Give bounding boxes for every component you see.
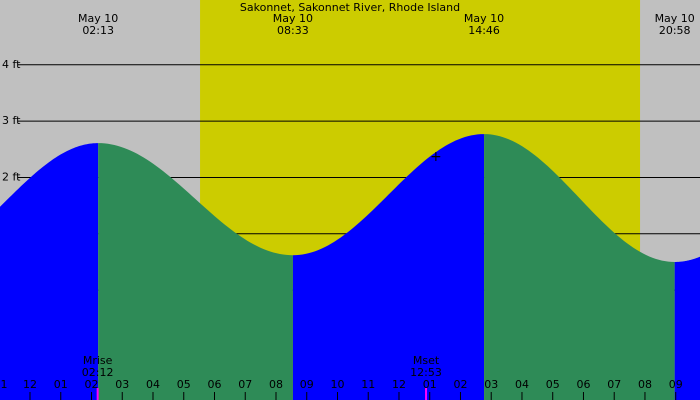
x-tick-label: 08 (269, 378, 283, 391)
y-tick-label: 3 ft (2, 114, 21, 127)
rising-tide (674, 256, 700, 400)
x-tick-label: 12 (392, 378, 406, 391)
y-tick-label: 2 ft (2, 170, 21, 183)
current-marker: + (430, 149, 442, 165)
x-tick-label: 04 (515, 378, 529, 391)
extreme-date: May 10 (655, 12, 695, 25)
extreme-time: 08:33 (277, 24, 309, 37)
x-tick-label: 06 (207, 378, 221, 391)
moon-time: 12:53 (410, 366, 442, 379)
y-tick-label: 4 ft (2, 58, 21, 71)
x-tick-label: 01 (54, 378, 68, 391)
x-tick-label: 02 (453, 378, 467, 391)
x-tick-label: 09 (669, 378, 683, 391)
x-tick-label: 06 (576, 378, 590, 391)
moon-label: Mrise (83, 354, 113, 367)
moon-label: Mset (413, 354, 440, 367)
rising-tide (0, 143, 99, 400)
extreme-time: 20:58 (659, 24, 691, 37)
falling-tide (484, 134, 675, 400)
x-tick-label: 08 (638, 378, 652, 391)
x-tick-label: 11 (361, 378, 375, 391)
x-tick-label: 07 (238, 378, 252, 391)
extreme-date: May 10 (273, 12, 313, 25)
x-tick-label: 05 (177, 378, 191, 391)
extreme-date: May 10 (78, 12, 118, 25)
extreme-date: May 10 (464, 12, 504, 25)
x-tick-label: 03 (115, 378, 129, 391)
extreme-time: 14:46 (468, 24, 500, 37)
x-tick-label: 1 (1, 378, 8, 391)
chart-title: Sakonnet, Sakonnet River, Rhode Island (240, 1, 460, 14)
x-tick-label: 02 (85, 378, 99, 391)
x-tick-label: 09 (300, 378, 314, 391)
rising-tide (292, 134, 485, 400)
x-tick-label: 05 (546, 378, 560, 391)
x-tick-label: 12 (23, 378, 37, 391)
extreme-time: 02:13 (82, 24, 114, 37)
x-tick-label: 03 (484, 378, 498, 391)
falling-tide (98, 143, 293, 400)
x-tick-label: 01 (423, 378, 437, 391)
moon-time: 02:12 (82, 366, 114, 379)
x-tick-label: 10 (330, 378, 344, 391)
x-tick-label: 07 (607, 378, 621, 391)
x-tick-label: 04 (146, 378, 160, 391)
